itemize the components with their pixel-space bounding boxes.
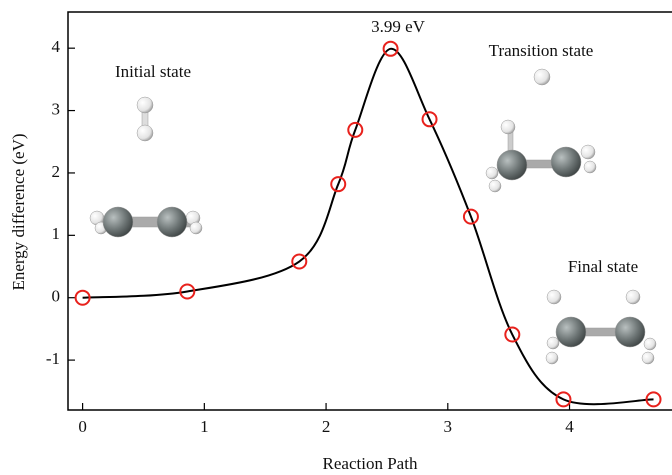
marker bbox=[382, 40, 399, 57]
frame bbox=[67, 11, 672, 411]
annotation: Transition state bbox=[489, 41, 594, 60]
x-axis-label: Reaction Path bbox=[323, 454, 418, 473]
x-tick-label: 3 bbox=[444, 417, 453, 436]
x-tick-label: 0 bbox=[78, 417, 87, 436]
marker bbox=[462, 208, 479, 225]
molecules bbox=[89, 68, 657, 365]
y-tick-label: 0 bbox=[52, 287, 61, 306]
y-tick-label: 3 bbox=[52, 99, 61, 118]
marker bbox=[347, 121, 364, 138]
y-tick-label: 4 bbox=[52, 37, 61, 56]
y-tick-label: 2 bbox=[52, 162, 61, 181]
x-tick-label: 4 bbox=[565, 417, 574, 436]
marker bbox=[645, 391, 662, 408]
peak-label: 3.99 eV bbox=[371, 17, 426, 36]
curve bbox=[82, 47, 654, 406]
marker bbox=[555, 391, 572, 408]
x-tick-label: 2 bbox=[322, 417, 331, 436]
y-tick-label: -1 bbox=[46, 349, 60, 368]
annotation: Final state bbox=[568, 257, 638, 276]
marker bbox=[74, 289, 91, 306]
marker bbox=[330, 176, 347, 193]
marker bbox=[421, 111, 438, 128]
marker bbox=[291, 253, 308, 270]
x-tick-label: 1 bbox=[200, 417, 209, 436]
marker bbox=[179, 283, 196, 300]
y-tick-label: 1 bbox=[52, 224, 61, 243]
marker bbox=[504, 326, 521, 343]
y-axis-label: Energy difference (eV) bbox=[9, 133, 28, 290]
annotation: Initial state bbox=[115, 62, 191, 81]
